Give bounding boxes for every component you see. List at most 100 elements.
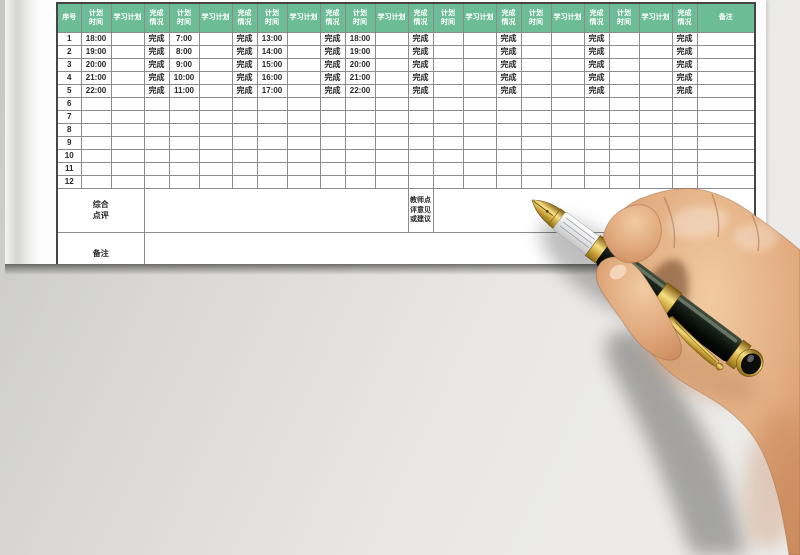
cell-study-plan[interactable] <box>198 32 233 46</box>
cell-plan-time[interactable] <box>608 123 640 137</box>
cell-plan-time[interactable] <box>80 162 112 176</box>
cell-study-plan[interactable] <box>462 84 497 98</box>
cell-plan-time[interactable] <box>432 149 464 163</box>
cell-plan-time[interactable]: 18:00 <box>344 32 376 46</box>
cell-plan-time[interactable] <box>432 136 464 150</box>
cell-study-plan[interactable] <box>198 149 233 163</box>
cell-completion[interactable] <box>319 97 346 111</box>
cell-study-plan[interactable] <box>286 175 321 189</box>
cell-plan-time[interactable] <box>344 97 376 111</box>
cell-completion[interactable] <box>407 162 434 176</box>
cell-completion[interactable]: 完成 <box>407 71 434 85</box>
cell-plan-time[interactable]: 21:00 <box>80 71 112 85</box>
cell-plan-time[interactable]: 19:00 <box>80 45 112 59</box>
cell-study-plan[interactable] <box>110 175 145 189</box>
cell-completion[interactable] <box>143 110 170 124</box>
cell-plan-time[interactable] <box>344 162 376 176</box>
cell-remark[interactable] <box>696 175 756 189</box>
header-study-plan[interactable]: 学习计划 <box>110 2 145 33</box>
cell-plan-time[interactable] <box>168 175 200 189</box>
cell-completion[interactable]: 完成 <box>231 45 258 59</box>
header-plan-time[interactable]: 计划 时间 <box>256 2 288 33</box>
header-study-plan[interactable]: 学习计划 <box>550 2 585 33</box>
header-study-plan[interactable]: 学习计划 <box>286 2 321 33</box>
cell-study-plan[interactable] <box>198 58 233 72</box>
cell-study-plan[interactable] <box>550 32 585 46</box>
cell-completion[interactable] <box>319 136 346 150</box>
cell-completion[interactable] <box>407 123 434 137</box>
cell-completion[interactable]: 完成 <box>231 71 258 85</box>
cell-plan-time[interactable]: 15:00 <box>256 58 288 72</box>
cell-plan-time[interactable]: 22:00 <box>344 84 376 98</box>
cell-completion[interactable]: 完成 <box>231 32 258 46</box>
cell-study-plan[interactable] <box>198 123 233 137</box>
cell-completion[interactable] <box>583 123 610 137</box>
cell-plan-time[interactable] <box>168 136 200 150</box>
cell-plan-time[interactable] <box>168 149 200 163</box>
cell-plan-time[interactable] <box>432 58 464 72</box>
cell-completion[interactable] <box>671 110 698 124</box>
cell-study-plan[interactable] <box>638 45 673 59</box>
cell-study-plan[interactable] <box>286 110 321 124</box>
cell-study-plan[interactable] <box>110 84 145 98</box>
cell-plan-time[interactable] <box>256 123 288 137</box>
cell-completion[interactable] <box>407 149 434 163</box>
cell-completion[interactable] <box>583 162 610 176</box>
cell-study-plan[interactable] <box>462 175 497 189</box>
cell-completion[interactable] <box>583 110 610 124</box>
cell-study-plan[interactable] <box>462 136 497 150</box>
cell-completion[interactable]: 完成 <box>495 58 522 72</box>
header-plan-time[interactable]: 计划 时间 <box>520 2 552 33</box>
cell-study-plan[interactable] <box>198 45 233 59</box>
cell-plan-time[interactable] <box>168 97 200 111</box>
cell-plan-time[interactable] <box>520 149 552 163</box>
cell-plan-time[interactable] <box>80 175 112 189</box>
cell-study-plan[interactable] <box>374 175 409 189</box>
cell-plan-time[interactable] <box>168 123 200 137</box>
cell-completion[interactable]: 完成 <box>407 32 434 46</box>
cell-plan-time[interactable] <box>344 149 376 163</box>
cell-completion[interactable] <box>495 136 522 150</box>
cell-completion[interactable]: 完成 <box>495 71 522 85</box>
cell-completion[interactable]: 完成 <box>143 32 170 46</box>
cell-completion[interactable]: 完成 <box>231 58 258 72</box>
cell-completion[interactable] <box>495 110 522 124</box>
cell-study-plan[interactable] <box>286 136 321 150</box>
cell-completion[interactable] <box>319 149 346 163</box>
header-plan-time[interactable]: 计划 时间 <box>608 2 640 33</box>
cell-study-plan[interactable] <box>374 84 409 98</box>
cell-plan-time[interactable] <box>608 136 640 150</box>
cell-study-plan[interactable] <box>110 58 145 72</box>
cell-study-plan[interactable] <box>638 97 673 111</box>
cell-completion[interactable] <box>319 175 346 189</box>
cell-completion[interactable]: 完成 <box>407 84 434 98</box>
cell-study-plan[interactable] <box>286 45 321 59</box>
cell-plan-time[interactable]: 21:00 <box>344 71 376 85</box>
cell-completion[interactable] <box>671 123 698 137</box>
cell-plan-time[interactable] <box>608 58 640 72</box>
cell-remark[interactable] <box>696 123 756 137</box>
header-completion[interactable]: 完成 情况 <box>231 2 258 33</box>
cell-remark[interactable] <box>696 58 756 72</box>
cell-plan-time[interactable]: 13:00 <box>256 32 288 46</box>
cell-completion[interactable] <box>231 136 258 150</box>
cell-plan-time[interactable] <box>80 123 112 137</box>
cell-study-plan[interactable] <box>110 110 145 124</box>
cell-study-plan[interactable] <box>638 136 673 150</box>
cell-completion[interactable] <box>231 149 258 163</box>
cell-plan-time[interactable] <box>256 175 288 189</box>
cell-plan-time[interactable]: 8:00 <box>168 45 200 59</box>
cell-study-plan[interactable] <box>550 123 585 137</box>
header-index[interactable]: 序号 <box>56 2 82 33</box>
cell-completion[interactable] <box>143 136 170 150</box>
cell-remark[interactable] <box>696 84 756 98</box>
cell-study-plan[interactable] <box>374 149 409 163</box>
notes-label[interactable]: 备注 <box>56 232 145 264</box>
cell-plan-time[interactable] <box>344 136 376 150</box>
cell-study-plan[interactable] <box>374 58 409 72</box>
header-completion[interactable]: 完成 情况 <box>143 2 170 33</box>
cell-index[interactable]: 11 <box>56 162 82 176</box>
cell-completion[interactable] <box>231 175 258 189</box>
cell-remark[interactable] <box>696 45 756 59</box>
cell-plan-time[interactable] <box>256 149 288 163</box>
